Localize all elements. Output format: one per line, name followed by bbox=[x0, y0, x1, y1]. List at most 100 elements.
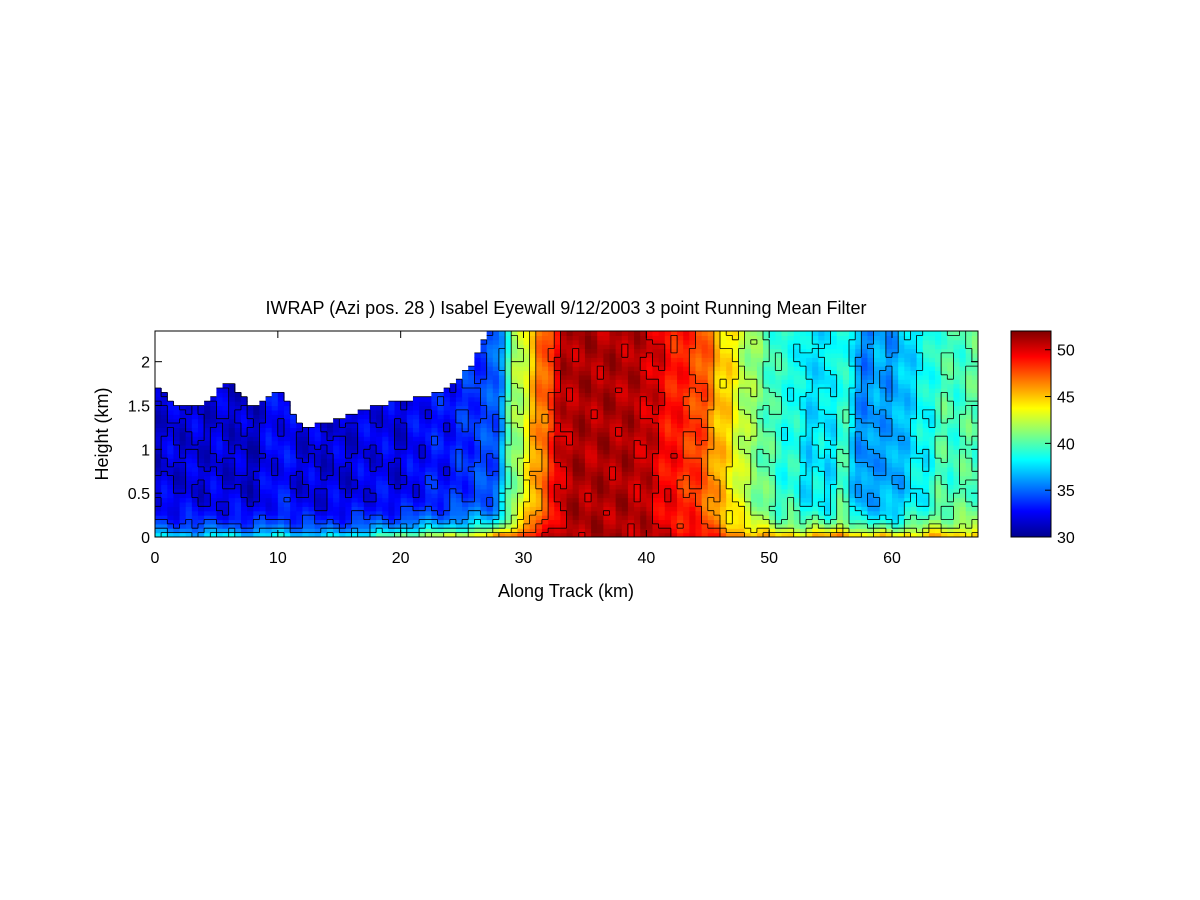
heatmap-cell bbox=[517, 501, 525, 507]
heatmap-cell bbox=[259, 418, 267, 424]
heatmap-cell bbox=[480, 387, 488, 393]
heatmap-cell bbox=[511, 462, 518, 468]
heatmap-cell bbox=[492, 528, 500, 534]
heatmap-cell bbox=[947, 379, 955, 385]
heatmap-cell bbox=[781, 427, 789, 433]
heatmap-cell bbox=[468, 379, 475, 385]
heatmap-cell bbox=[713, 379, 721, 385]
heatmap-cell bbox=[836, 405, 844, 411]
heatmap-cell bbox=[474, 409, 482, 415]
heatmap-cell bbox=[763, 414, 770, 420]
heatmap-cell bbox=[369, 462, 377, 468]
heatmap-cell bbox=[234, 501, 242, 507]
heatmap-cell bbox=[535, 480, 543, 485]
heatmap-cell bbox=[314, 462, 322, 468]
heatmap-cell bbox=[369, 453, 377, 459]
heatmap-cell bbox=[775, 436, 783, 442]
heatmap-cell bbox=[412, 488, 420, 494]
heatmap-cell bbox=[922, 374, 930, 380]
heatmap-cell bbox=[756, 501, 764, 507]
heatmap-cell bbox=[216, 396, 224, 402]
heatmap-cell bbox=[953, 383, 961, 389]
heatmap-cell bbox=[947, 497, 955, 503]
heatmap-cell bbox=[314, 427, 322, 433]
heatmap-cell bbox=[437, 515, 445, 521]
heatmap-cell bbox=[732, 387, 740, 393]
heatmap-cell bbox=[769, 523, 776, 529]
heatmap-cell bbox=[609, 440, 617, 446]
heatmap-cell bbox=[627, 423, 635, 429]
heatmap-cell bbox=[566, 484, 574, 490]
heatmap-cell bbox=[271, 401, 279, 407]
heatmap-cell bbox=[566, 387, 574, 393]
heatmap-cell bbox=[584, 396, 592, 402]
heatmap-cell bbox=[155, 423, 162, 429]
heatmap-cell bbox=[634, 374, 641, 380]
heatmap-cell bbox=[523, 352, 531, 358]
heatmap-cell bbox=[935, 466, 942, 472]
heatmap-cell bbox=[812, 497, 819, 503]
heatmap-cell bbox=[965, 361, 973, 367]
heatmap-cell bbox=[584, 444, 592, 450]
heatmap-cell bbox=[824, 361, 832, 367]
heatmap-cell bbox=[818, 466, 826, 472]
heatmap-cell bbox=[253, 423, 261, 429]
heatmap-cell bbox=[763, 401, 770, 407]
heatmap-cell bbox=[283, 466, 291, 472]
heatmap-cell bbox=[308, 497, 316, 503]
heatmap-cell bbox=[879, 396, 887, 402]
heatmap-cell bbox=[345, 501, 353, 507]
heatmap-cell bbox=[222, 423, 230, 429]
heatmap-cell bbox=[713, 471, 721, 477]
heatmap-cell bbox=[523, 484, 531, 490]
heatmap-cell bbox=[314, 436, 322, 442]
heatmap-cell bbox=[406, 510, 414, 516]
heatmap-cell bbox=[498, 374, 506, 380]
heatmap-cell bbox=[369, 409, 377, 415]
heatmap-cell bbox=[419, 436, 426, 442]
heatmap-cell bbox=[253, 501, 261, 507]
heatmap-cell bbox=[548, 418, 555, 424]
heatmap-cell bbox=[369, 501, 377, 507]
heatmap-cell bbox=[437, 528, 445, 534]
heatmap-cell bbox=[283, 405, 291, 411]
heatmap-cell bbox=[382, 510, 389, 516]
heatmap-cell bbox=[271, 480, 279, 485]
heatmap-cell bbox=[431, 532, 439, 537]
heatmap-cell bbox=[529, 396, 537, 402]
heatmap-cell bbox=[535, 436, 543, 442]
heatmap-cell bbox=[247, 532, 254, 537]
heatmap-cell bbox=[173, 405, 181, 411]
heatmap-cell bbox=[646, 515, 654, 521]
heatmap-cell bbox=[769, 405, 776, 411]
heatmap-cell bbox=[419, 510, 426, 516]
heatmap-cell bbox=[873, 449, 881, 455]
heatmap-cell bbox=[517, 493, 525, 499]
heatmap-cell bbox=[695, 357, 703, 363]
heatmap-cell bbox=[861, 414, 869, 420]
heatmap-cell bbox=[240, 401, 248, 407]
heatmap-cell bbox=[621, 440, 629, 446]
heatmap-cell bbox=[584, 466, 592, 472]
heatmap-cell bbox=[885, 453, 893, 459]
heatmap-cell bbox=[247, 506, 254, 512]
heatmap-cell bbox=[922, 396, 930, 402]
heatmap-cell bbox=[830, 506, 838, 512]
heatmap-cell bbox=[548, 440, 555, 446]
heatmap-cell bbox=[867, 444, 875, 450]
heatmap-cell bbox=[836, 436, 844, 442]
heatmap-cell bbox=[345, 506, 353, 512]
heatmap-cell bbox=[652, 379, 660, 385]
heatmap-cell bbox=[787, 488, 795, 494]
heatmap-cell bbox=[474, 484, 482, 490]
heatmap-cell bbox=[818, 488, 826, 494]
heatmap-cell bbox=[879, 392, 887, 398]
heatmap-cell bbox=[259, 528, 267, 534]
heatmap-cell bbox=[646, 401, 654, 407]
heatmap-cell bbox=[265, 497, 273, 503]
heatmap-cell bbox=[781, 379, 789, 385]
heatmap-cell bbox=[738, 519, 746, 525]
heatmap-cell bbox=[769, 515, 776, 521]
heatmap-cell bbox=[799, 523, 807, 529]
heatmap-cell bbox=[320, 471, 328, 477]
